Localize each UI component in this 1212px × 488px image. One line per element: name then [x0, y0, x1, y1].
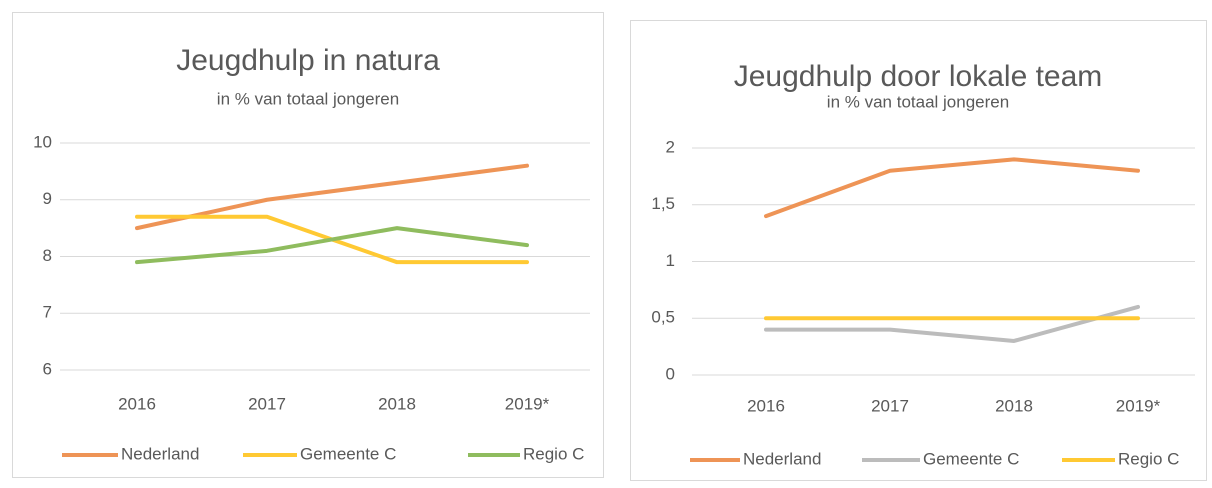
legend-label: Gemeente C — [300, 444, 396, 463]
legend-label: Nederland — [121, 444, 199, 463]
x-tick-label: 2019* — [1116, 396, 1161, 415]
chart-frame — [630, 20, 1207, 481]
y-tick-label: 8 — [43, 246, 52, 265]
y-tick-label: 2 — [666, 137, 675, 156]
y-tick-label: 6 — [43, 359, 52, 378]
legend-label: Nederland — [743, 449, 821, 468]
chart-title: Jeugdhulp door lokale team — [734, 60, 1103, 93]
x-tick-label: 2018 — [995, 396, 1033, 415]
x-tick-label: 2017 — [871, 396, 909, 415]
y-tick-label: 1,5 — [651, 194, 675, 213]
chart-subtitle: in % van totaal jongeren — [827, 92, 1009, 111]
y-tick-label: 7 — [43, 303, 52, 322]
legend-label: Regio C — [1118, 449, 1179, 468]
line-series — [135, 226, 529, 265]
legend-label: Gemeente C — [923, 449, 1019, 468]
line-series — [764, 304, 1140, 343]
line-series — [135, 163, 529, 231]
y-tick-label: 10 — [33, 132, 52, 151]
y-tick-label: 0 — [666, 364, 675, 383]
x-tick-label: 2016 — [118, 394, 156, 413]
x-tick-label: 2018 — [378, 394, 416, 413]
line-series — [764, 157, 1140, 219]
chart-title: Jeugdhulp in natura — [176, 44, 440, 77]
x-tick-label: 2019* — [505, 394, 550, 413]
chart-subtitle: in % van totaal jongeren — [217, 89, 399, 108]
y-tick-label: 9 — [43, 189, 52, 208]
legend-label: Regio C — [523, 444, 584, 463]
y-tick-label: 1 — [666, 251, 675, 270]
x-tick-label: 2016 — [747, 396, 785, 415]
x-tick-label: 2017 — [248, 394, 286, 413]
y-tick-label: 0,5 — [651, 308, 675, 327]
